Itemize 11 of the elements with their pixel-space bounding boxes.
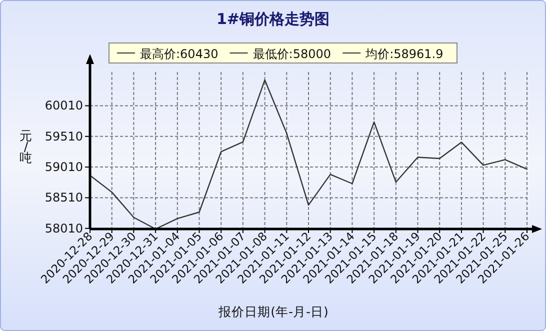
text: 均价:58961.9 (364, 47, 444, 61)
y-tick-label: 60010 (44, 98, 83, 113)
text: 最高价:60430 (140, 47, 218, 61)
y-tick-label: 58510 (44, 190, 83, 205)
chart-title: 1#铜价格走势图 (216, 10, 330, 28)
y-tick-label: 59010 (44, 160, 83, 174)
y-tick-label: 58010 (44, 221, 83, 236)
x-axis-title: 报价日期(年-月-日) (218, 304, 328, 319)
y-tick-label: 59510 (44, 129, 83, 144)
text: 最低价:58000 (252, 47, 332, 61)
y-axis-title: 元/吨 (20, 128, 32, 165)
